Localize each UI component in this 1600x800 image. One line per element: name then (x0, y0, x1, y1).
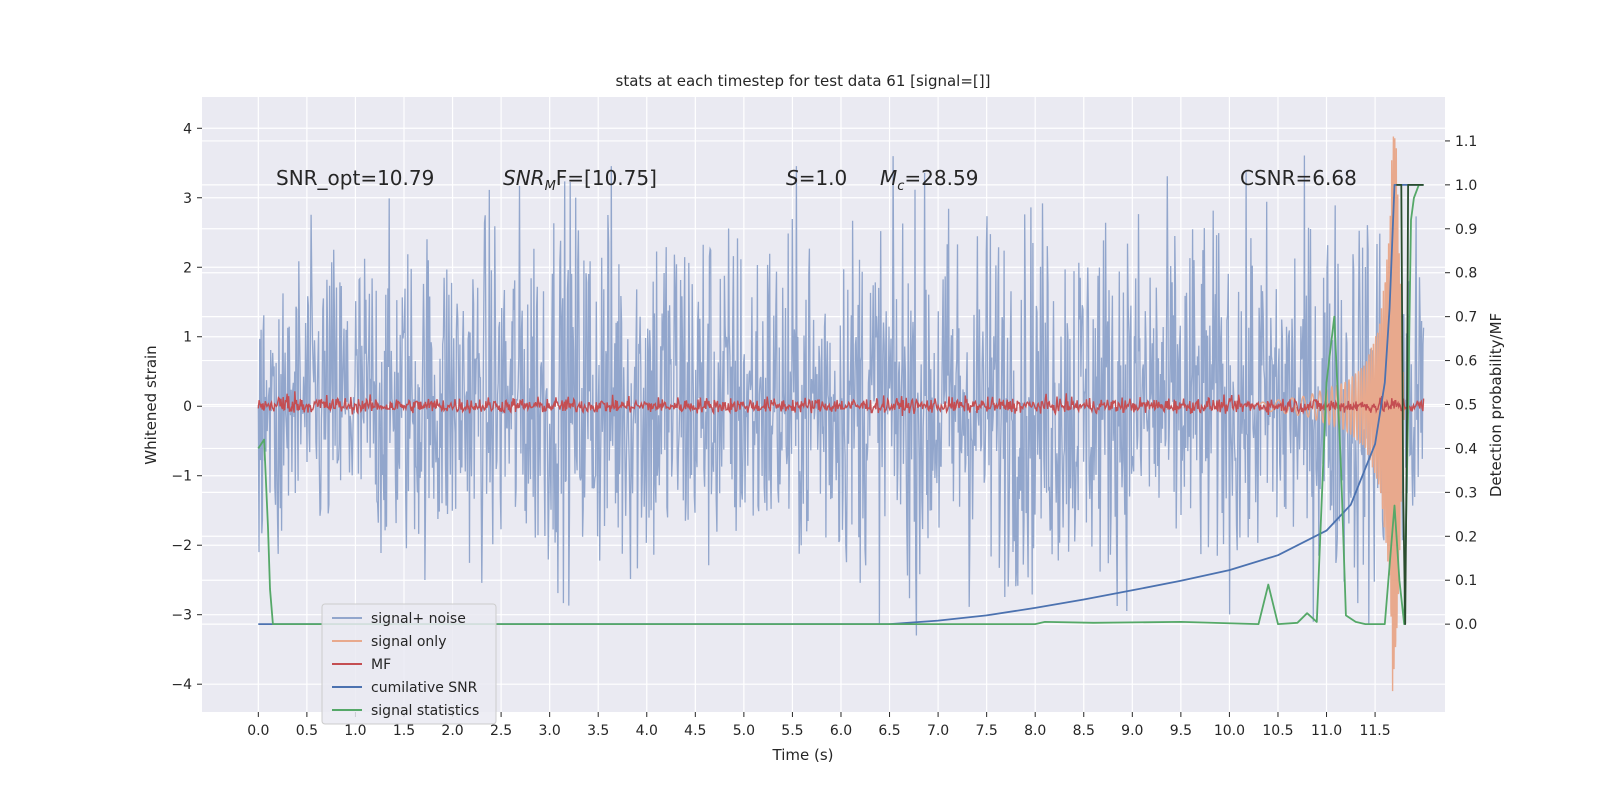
x-tick-label: 7.0 (927, 723, 949, 739)
series-layer (257, 136, 1425, 692)
y-tick-label-right: 0.2 (1455, 529, 1477, 545)
y-tick-label-right: 0.5 (1455, 398, 1477, 414)
y-tick-label-right: 0.4 (1455, 441, 1477, 457)
annotation-s: S=1.0 (786, 166, 847, 190)
y-tick-label: 2 (183, 260, 192, 276)
y-tick-label-right: 0.8 (1455, 266, 1477, 282)
x-tick-label: 9.0 (1121, 723, 1143, 739)
x-tick-label: 11.5 (1359, 723, 1390, 739)
x-tick-label: 0.0 (247, 723, 269, 739)
x-tick-label: 7.5 (976, 723, 998, 739)
y-axis-label-right: Detection probability/MF (1487, 313, 1505, 497)
annotations: SNR_opt=10.79 SNRMF=[10.75] S=1.0 Mc=28.… (276, 166, 1357, 194)
annotation-snr-opt: SNR_opt=10.79 (276, 166, 434, 190)
x-tick-label: 10.0 (1214, 723, 1245, 739)
y-tick-label: 4 (183, 121, 192, 137)
y-tick-label: 3 (183, 191, 192, 207)
x-tick-label: 9.5 (1170, 723, 1192, 739)
x-tick-label: 2.5 (490, 723, 512, 739)
y-tick-label: 1 (183, 330, 192, 346)
x-tick-label: 5.0 (733, 723, 755, 739)
legend-label: signal statistics (371, 703, 479, 719)
y-tick-label-right: 0.9 (1455, 222, 1477, 238)
y-tick-label-right: 0.1 (1455, 573, 1477, 589)
y-tick-label-right: 1.0 (1455, 178, 1477, 194)
x-tick-label: 5.5 (781, 723, 803, 739)
x-tick-label: 1.0 (344, 723, 366, 739)
y-tick-label: −2 (171, 538, 192, 554)
y-tick-label-right: 0.7 (1455, 310, 1477, 326)
annotation-mc-main: M (880, 166, 897, 190)
x-tick-label: 0.5 (296, 723, 318, 739)
x-tick-label: 6.0 (830, 723, 852, 739)
annotation-snr-mf-sub: M (545, 179, 556, 194)
legend-label: signal+ noise (371, 611, 466, 627)
annotation-csnr: CSNR=6.68 (1240, 166, 1357, 190)
x-tick-label: 3.0 (539, 723, 561, 739)
y-tick-label: 0 (183, 399, 192, 415)
y-tick-label-right: 1.1 (1455, 134, 1477, 150)
legend-box (321, 603, 497, 725)
x-tick-label: 8.5 (1073, 723, 1095, 739)
y-tick-label-right: 0.6 (1455, 354, 1477, 370)
x-tick-label: 3.5 (587, 723, 609, 739)
annotation-mc-rest: =28.59 (904, 166, 978, 190)
y-tick-label: −4 (171, 677, 192, 693)
x-tick-label: 2.0 (441, 723, 463, 739)
x-tick-label: 1.5 (393, 723, 415, 739)
y-tick-label-right: 0.3 (1455, 485, 1477, 501)
series-mf (257, 391, 1425, 417)
legend-label: signal only (371, 634, 446, 650)
annotation-snr-mf-rest: F=[10.75] (556, 166, 657, 190)
annotation-mc-sub: c (897, 179, 904, 194)
x-tick-label: 11.0 (1311, 723, 1342, 739)
y-axis-label: Whitened strain (142, 345, 160, 464)
series-dark-green (1396, 183, 1424, 625)
annotation-snr-mf: SNRMF=[10.75] (503, 166, 657, 194)
series-signal-only (1258, 136, 1405, 692)
y-tick-label: −1 (171, 469, 192, 485)
annotation-snr-mf-main: SNR (503, 166, 545, 190)
legend-label: cumilative SNR (371, 680, 478, 696)
axes: 0.0 0.5 1.0 1.5 2.0 2.5 3.0 3.5 4.0 4.5 5.0 5.5 6.0 6… (171, 121, 1477, 739)
series-cumulative-snr (258, 183, 1424, 625)
x-tick-label: 4.0 (636, 723, 658, 739)
series-signal-statistics (257, 183, 1424, 625)
legend-label: MF (371, 657, 391, 673)
annotation-s-main: S (786, 166, 799, 190)
y-tick-label-right: 0.0 (1455, 617, 1477, 633)
x-tick-label: 6.5 (878, 723, 900, 739)
chart-title: stats at each timestep for test data 61 … (616, 72, 991, 90)
annotation-s-rest: =1.0 (799, 166, 848, 190)
legend: signal+ noise signal only MF cumilative SNR… (321, 603, 497, 725)
x-tick-label: 4.5 (684, 723, 706, 739)
y-tick-label: −3 (171, 608, 192, 624)
x-axis-label: Time (s) (772, 746, 834, 764)
annotation-mc: Mc=28.59 (880, 166, 978, 194)
x-tick-label: 10.5 (1262, 723, 1293, 739)
x-tick-label: 8.0 (1024, 723, 1046, 739)
